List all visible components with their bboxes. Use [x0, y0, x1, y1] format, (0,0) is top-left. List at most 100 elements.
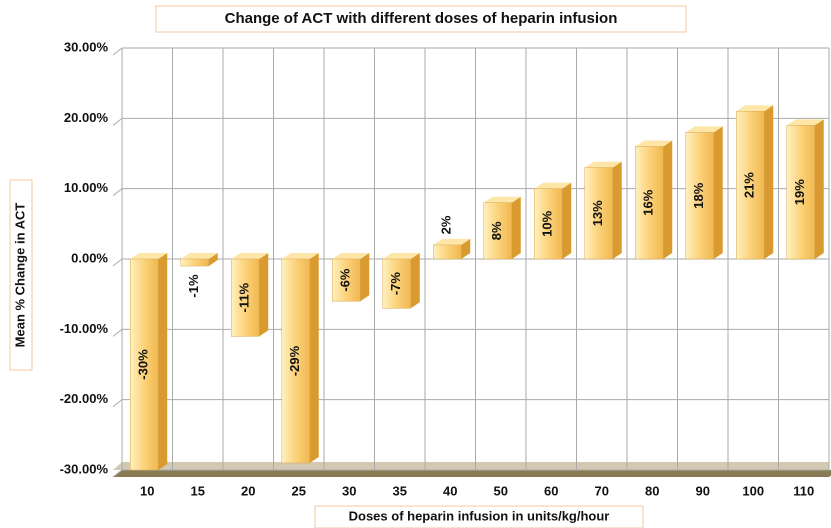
bar-front: [382, 258, 411, 309]
bar-top: [685, 126, 723, 133]
value-label: 16%: [641, 189, 656, 215]
x-tick-label: 100: [742, 483, 764, 498]
x-tick-label: 70: [595, 483, 609, 498]
x-tick-label: 110: [793, 483, 814, 498]
bar-top: [584, 161, 622, 168]
bar: [281, 253, 319, 464]
value-label: 2%: [439, 215, 454, 234]
value-label: -29%: [287, 345, 302, 376]
bar-top: [231, 253, 269, 259]
bar: [231, 253, 269, 337]
bar-front: [483, 202, 512, 260]
bar-side: [461, 238, 471, 259]
tick-mark: [112, 258, 123, 267]
bar-front: [635, 146, 664, 260]
value-label: 18%: [691, 182, 706, 208]
bar-front: [231, 258, 260, 337]
bar-side: [612, 161, 622, 259]
bar-front: [685, 132, 714, 260]
bar-top: [281, 253, 319, 259]
x-label-box: [314, 505, 644, 528]
bar-front: [584, 167, 613, 260]
x-tick-label: 90: [696, 483, 710, 498]
y-tick-label: -10.00%: [60, 321, 109, 336]
tick-mark: [112, 47, 123, 56]
tick-mark: [112, 117, 123, 126]
bar-side: [713, 126, 723, 260]
x-tick-label: 35: [393, 483, 407, 498]
x-tick-label: 40: [443, 483, 457, 498]
bar: [736, 105, 774, 260]
bar-front: [281, 258, 310, 464]
x-tick-label: 50: [494, 483, 508, 498]
bar: [534, 182, 572, 260]
value-label: -6%: [338, 268, 353, 292]
floor-top: [113, 462, 829, 470]
floor: [113, 470, 831, 477]
bar: [180, 253, 218, 267]
bar-side: [158, 253, 168, 470]
bar: [483, 196, 521, 260]
x-tick-label: 60: [544, 483, 558, 498]
y-label-box: [9, 179, 33, 371]
bar-side: [410, 253, 420, 309]
bar-side: [259, 253, 269, 337]
y-tick-label: 20.00%: [64, 110, 109, 125]
bar-side: [309, 253, 319, 463]
bar: [130, 253, 168, 471]
x-axis-label: Doses of heparin infusion in units/kg/ho…: [349, 508, 610, 523]
value-label: 8%: [489, 221, 504, 240]
x-tick-label: 25: [292, 483, 306, 498]
bar-top: [534, 182, 572, 189]
value-label: 10%: [540, 210, 555, 236]
bar-side: [663, 140, 673, 259]
x-tick-label: 80: [645, 483, 659, 498]
y-tick-label: 10.00%: [64, 180, 109, 195]
bar: [382, 253, 420, 309]
tick-mark: [112, 399, 123, 408]
bar-front: [736, 111, 765, 260]
bar-side: [511, 196, 521, 259]
bar-front: [786, 125, 815, 260]
bar-front: [433, 244, 462, 260]
x-tick-label: 20: [241, 483, 255, 498]
bar: [584, 161, 622, 260]
bar-top: [130, 253, 168, 259]
y-axis-label: Mean % Change in ACT: [12, 203, 27, 348]
bar-top: [332, 253, 370, 259]
bar: [332, 253, 370, 302]
bar-side: [562, 182, 572, 259]
x-tick-label: 30: [342, 483, 356, 498]
value-label: 21%: [742, 172, 757, 198]
bar-top: [382, 253, 420, 259]
bar-side: [208, 253, 218, 267]
bar: [685, 126, 723, 260]
bar-side: [814, 119, 824, 259]
bar-front: [130, 258, 159, 471]
bar: [635, 140, 673, 260]
y-tick-label: -30.00%: [60, 461, 109, 476]
bar-top: [180, 253, 218, 259]
bar-top: [736, 105, 774, 112]
bar: [786, 119, 824, 260]
bar-side: [764, 105, 774, 259]
x-tick-label: 10: [140, 483, 154, 498]
value-label: 13%: [590, 200, 605, 226]
y-tick-label: 0.00%: [71, 250, 108, 265]
y-tick-label: -20.00%: [60, 391, 109, 406]
bar-top: [786, 119, 824, 126]
bar-front: [332, 258, 361, 302]
bar-side: [360, 253, 370, 302]
bar-front: [180, 258, 209, 267]
bar: [433, 238, 471, 260]
x-tick-label: 15: [191, 483, 205, 498]
bar-top: [433, 238, 471, 245]
bar-front: [534, 188, 563, 260]
chart-title: Change of ACT with different doses of he…: [225, 10, 618, 27]
bar-top: [635, 140, 673, 147]
y-tick-label: 30.00%: [64, 39, 109, 54]
title-box: [155, 5, 687, 33]
value-label: -30%: [136, 349, 151, 380]
bar-top: [483, 196, 521, 203]
